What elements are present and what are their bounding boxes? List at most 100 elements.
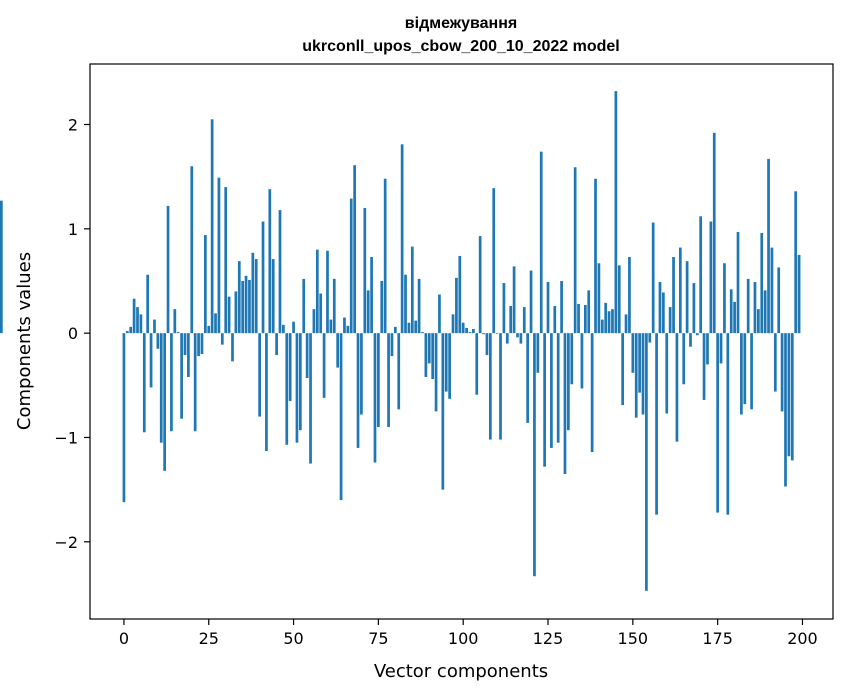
- bar-144: [611, 309, 614, 334]
- y-axis-label: Components values: [14, 252, 35, 430]
- bar-155: [648, 333, 652, 343]
- bar-120: [529, 270, 533, 334]
- bar-26: [210, 119, 214, 334]
- x-tick-label-125: 125: [533, 629, 564, 648]
- y-tick-label--2: −2: [54, 533, 78, 552]
- x-tick-label-175: 175: [702, 629, 733, 648]
- x-tick-label-100: 100: [448, 629, 479, 648]
- bar-193: [777, 267, 781, 334]
- bar-185: [750, 333, 753, 410]
- bar-51: [295, 333, 299, 443]
- bar-30: [224, 187, 228, 334]
- bar-181: [736, 231, 740, 334]
- bar-43: [268, 189, 272, 334]
- bar-191: [770, 247, 774, 334]
- bar-64: [339, 333, 343, 501]
- bar-121: [533, 333, 536, 577]
- bar-21: [193, 333, 197, 432]
- bar-77: [383, 178, 387, 334]
- bar-146: [617, 265, 621, 334]
- x-tick-label-25: 25: [199, 629, 219, 648]
- bar-31: [227, 296, 231, 334]
- bar-195: [784, 333, 787, 487]
- bar-16: [176, 332, 180, 334]
- bar-152: [638, 333, 641, 393]
- bar-12: [163, 333, 166, 471]
- bar-122: [536, 333, 540, 373]
- bar-170: [699, 216, 703, 334]
- bar-186: [753, 282, 757, 334]
- bar-150: [631, 333, 635, 373]
- bar-33: [234, 291, 238, 334]
- bar-105: [478, 236, 482, 334]
- bar-151: [634, 333, 638, 418]
- bar-78: [387, 333, 390, 428]
- bar-2: [129, 326, 133, 334]
- bar-74: [373, 333, 377, 463]
- bar-164: [678, 247, 682, 334]
- bar-131: [567, 333, 570, 431]
- bar-130: [563, 333, 567, 474]
- bar-45: [275, 333, 278, 356]
- bar-124: [543, 333, 546, 467]
- bar-92: [434, 333, 438, 412]
- bar-80: [393, 326, 397, 334]
- bar-18: [183, 333, 187, 356]
- x-tick-label-150: 150: [618, 629, 649, 648]
- bar-60: [326, 250, 329, 334]
- plot-frame: [89, 63, 834, 620]
- bar-128: [556, 333, 560, 443]
- bar-39: [254, 259, 258, 334]
- bar-48: [285, 333, 289, 445]
- x-axis-label: Vector components: [374, 661, 548, 682]
- bar-37: [248, 279, 251, 334]
- bar-197: [790, 333, 794, 461]
- bar-119: [526, 333, 530, 423]
- bar-50: [292, 321, 295, 334]
- bar-183: [743, 333, 747, 405]
- bar-117: [519, 333, 523, 344]
- x-tick-label-0: 0: [119, 629, 129, 648]
- bar-85: [410, 246, 414, 334]
- bar-72: [366, 290, 370, 334]
- bar-10: [156, 333, 160, 349]
- bar-140: [597, 263, 601, 334]
- bar-168: [692, 283, 696, 334]
- bar-147: [621, 333, 625, 406]
- bar-158: [658, 282, 662, 334]
- bar-63: [336, 333, 340, 368]
- bar-135: [580, 333, 584, 389]
- bar-103: [472, 328, 475, 334]
- bar-176: [719, 333, 723, 364]
- bar-81: [397, 333, 401, 410]
- bar-132: [570, 333, 574, 385]
- bar-177: [723, 263, 726, 334]
- bar-100: [461, 322, 465, 334]
- bar-163: [675, 333, 679, 442]
- bar-137: [587, 290, 591, 334]
- bar-162: [672, 256, 675, 334]
- bar-20: [190, 166, 194, 334]
- bar-159: [662, 292, 665, 334]
- bar-1: [125, 331, 129, 334]
- bar-19: [187, 333, 190, 377]
- bar-169: [695, 333, 699, 336]
- bar-134: [577, 303, 580, 334]
- bar-194: [780, 333, 784, 412]
- bar-118: [522, 307, 526, 334]
- bar-57: [315, 249, 319, 334]
- bar-166: [685, 261, 689, 334]
- bar-111: [499, 333, 502, 440]
- bar-115: [512, 266, 516, 334]
- bar-6: [142, 333, 146, 433]
- y-tick-label-0: 0: [68, 324, 78, 343]
- bar-69: [356, 333, 360, 448]
- bar-66: [346, 325, 350, 334]
- bar-99: [458, 255, 462, 334]
- bar-113: [505, 333, 509, 344]
- bar-154: [645, 333, 648, 591]
- bar-133: [573, 167, 577, 334]
- bar-54: [305, 333, 309, 379]
- bar-108: [488, 333, 492, 440]
- bar-93: [438, 294, 441, 334]
